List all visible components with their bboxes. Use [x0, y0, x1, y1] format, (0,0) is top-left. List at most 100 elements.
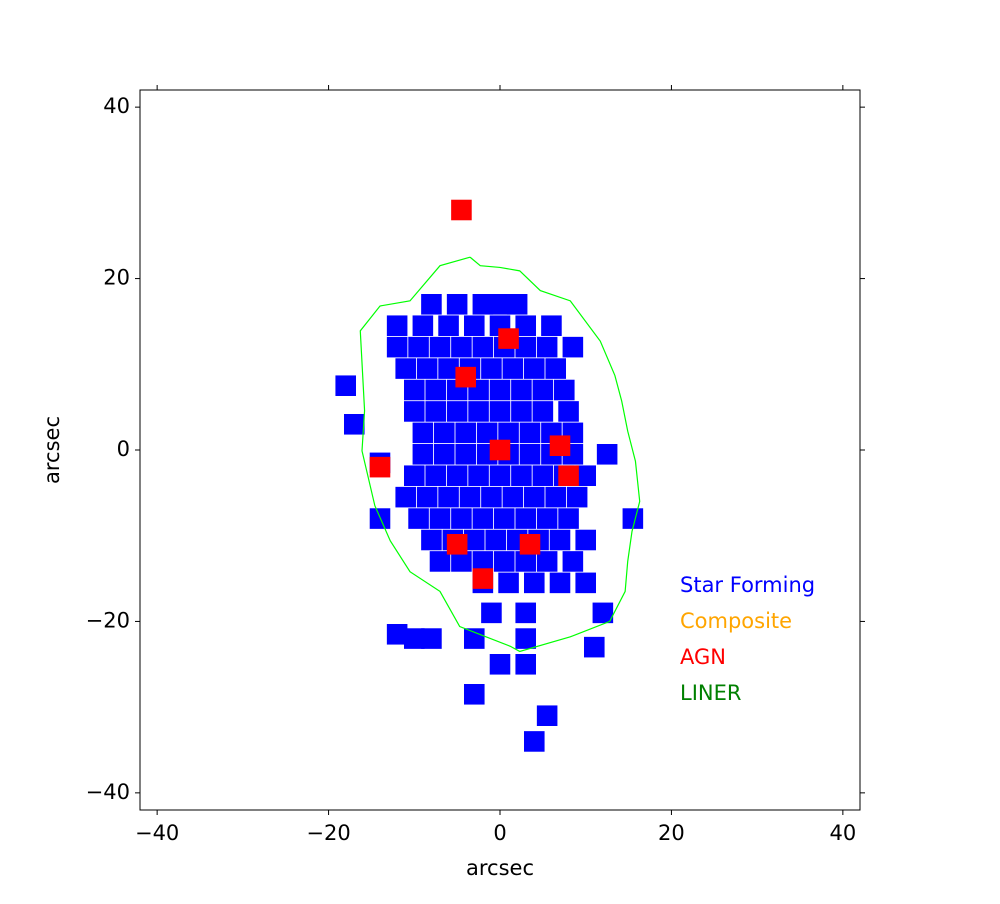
spaxel	[524, 572, 545, 594]
spaxel	[562, 551, 584, 572]
spaxel	[524, 486, 545, 508]
spaxel	[344, 414, 365, 435]
spaxel	[489, 294, 511, 315]
spaxel	[425, 465, 446, 486]
spaxel	[464, 628, 485, 649]
spaxel	[446, 401, 468, 422]
spaxel	[481, 358, 502, 379]
spaxel	[404, 401, 425, 422]
spaxel	[395, 486, 416, 508]
spaxel	[464, 684, 485, 705]
spaxel	[515, 654, 536, 675]
y-tick-label: −20	[86, 608, 130, 632]
spaxel	[451, 199, 472, 221]
spaxel	[541, 315, 562, 336]
spaxel	[536, 336, 558, 358]
spaxel	[502, 486, 524, 508]
spaxel	[575, 572, 596, 594]
spaxel	[455, 366, 476, 388]
spaxel	[519, 444, 541, 465]
spaxel	[485, 529, 506, 551]
spaxel	[511, 401, 532, 422]
spaxel	[472, 336, 494, 358]
spaxel	[404, 628, 425, 649]
spaxel	[575, 529, 596, 551]
y-tick-label: 20	[103, 266, 130, 290]
spaxel	[519, 422, 541, 444]
spaxel	[545, 358, 566, 379]
spaxel	[558, 465, 579, 486]
spaxel	[476, 422, 498, 444]
spaxel	[494, 508, 515, 529]
spaxel	[446, 465, 468, 486]
legend-entry: Star Forming	[680, 573, 815, 597]
spaxel	[545, 486, 566, 508]
x-tick-label: 20	[658, 821, 685, 845]
spaxel	[468, 465, 489, 486]
spaxel	[459, 486, 481, 508]
spaxel	[515, 336, 536, 358]
spaxel	[511, 465, 532, 486]
spaxel	[446, 294, 468, 315]
spaxel	[421, 628, 442, 649]
spaxel	[506, 294, 528, 315]
spaxel	[455, 422, 476, 444]
spaxel	[549, 572, 571, 594]
spaxel	[412, 315, 434, 336]
spaxel	[524, 731, 545, 752]
spaxel	[511, 379, 532, 401]
y-tick-label: −40	[86, 780, 130, 804]
spaxel	[425, 379, 446, 401]
spaxel	[481, 486, 502, 508]
spaxel	[549, 435, 571, 456]
spaxel	[438, 358, 459, 379]
spaxel	[412, 422, 434, 444]
spaxel	[524, 358, 545, 379]
spaxel	[472, 294, 494, 315]
spaxel	[489, 401, 511, 422]
spaxel	[558, 508, 579, 529]
legend-entry: LINER	[680, 681, 741, 705]
spaxel	[562, 336, 584, 358]
spaxel	[404, 379, 425, 401]
spaxel	[386, 624, 408, 645]
spaxel	[489, 465, 511, 486]
spaxel	[468, 401, 489, 422]
spaxel	[481, 602, 502, 624]
spaxel	[502, 358, 524, 379]
x-tick-label: 40	[829, 821, 856, 845]
spaxel	[429, 551, 451, 572]
spaxel	[515, 315, 536, 336]
spaxel	[421, 529, 442, 551]
spaxel	[416, 486, 438, 508]
spaxel	[532, 379, 554, 401]
x-axis-label: arcsec	[466, 856, 534, 880]
spaxel	[519, 534, 541, 555]
spaxel	[549, 529, 571, 551]
spaxel	[515, 551, 536, 572]
spaxel	[566, 486, 588, 508]
spaxel	[489, 654, 511, 675]
spaxel	[438, 315, 459, 336]
spaxel	[498, 422, 519, 444]
spaxel	[592, 602, 614, 624]
spaxel	[446, 534, 468, 555]
spaxel	[515, 508, 536, 529]
spaxel	[464, 315, 485, 336]
spaxel	[335, 375, 356, 396]
spaxel	[386, 336, 408, 358]
spaxel	[494, 551, 515, 572]
spaxel	[536, 551, 558, 572]
spaxel	[386, 315, 408, 336]
spaxel	[498, 328, 519, 349]
spaxel	[421, 294, 442, 315]
spaxel	[536, 508, 558, 529]
spaxel	[434, 422, 455, 444]
spaxel	[489, 379, 511, 401]
spaxel	[451, 336, 472, 358]
spaxel	[554, 379, 575, 401]
legend-entry: Composite	[680, 609, 792, 633]
y-tick-label: 40	[103, 94, 130, 118]
spaxel	[429, 336, 451, 358]
